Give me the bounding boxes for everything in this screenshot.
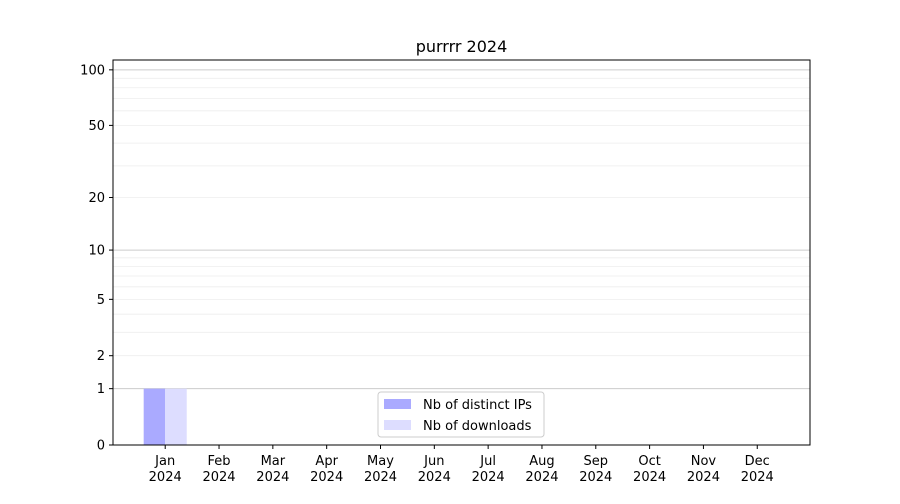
x-tick-label-line: Nov: [691, 454, 717, 469]
y-tick-label: 50: [88, 119, 105, 134]
x-tick-label-line: May: [367, 454, 394, 469]
x-tick-label: Feb 2024: [202, 454, 235, 485]
x-tick-label-line: 2024: [741, 470, 774, 485]
y-tick-label: 1: [97, 382, 105, 397]
x-tick-label: Sep 2024: [579, 454, 612, 485]
x-tick-label: May 2024: [364, 454, 397, 485]
legend-label: Nb of downloads: [423, 419, 532, 434]
y-tick-label: 20: [88, 191, 105, 206]
legend-label: Nb of distinct IPs: [423, 398, 532, 413]
x-tick-label-line: 2024: [633, 470, 666, 485]
x-tick-label-line: Feb: [208, 454, 231, 469]
x-tick-label: Oct 2024: [633, 454, 666, 485]
x-tick-label: Nov 2024: [687, 454, 720, 485]
x-tick-label-line: 2024: [579, 470, 612, 485]
x-tick-label: Mar 2024: [256, 454, 289, 485]
x-tick-label: Apr 2024: [310, 454, 343, 485]
legend-box: [377, 391, 545, 438]
x-tick-label: Jun 2024: [418, 454, 451, 485]
legend-swatch: [384, 420, 411, 430]
x-tick-label-line: 2024: [418, 470, 451, 485]
y-tick-label: 5: [97, 293, 105, 308]
legend-swatch: [384, 399, 411, 409]
x-tick-label-line: Jul: [479, 454, 496, 469]
x-tick-label-line: Mar: [261, 454, 286, 469]
x-tick-label-line: 2024: [472, 470, 505, 485]
x-tick-label-line: Aug: [529, 454, 554, 469]
x-tick-label-line: Dec: [745, 454, 770, 469]
plot-frame: [112, 59, 811, 446]
y-tick-label: 2: [97, 349, 105, 364]
x-tick-label-line: 2024: [310, 470, 343, 485]
y-tick-label: 100: [80, 63, 105, 78]
y-tick-label: 0: [97, 439, 105, 454]
bar-downloads: [165, 388, 187, 445]
x-tick-label-line: 2024: [256, 470, 289, 485]
x-tick-label: Jul 2024: [472, 454, 505, 485]
x-tick-label-line: 2024: [364, 470, 397, 485]
chart-title: purrrr 2024: [416, 37, 508, 56]
x-tick-label-line: Apr: [315, 454, 338, 469]
x-tick-label: Jan 2024: [149, 454, 182, 485]
x-tick-label-line: Jan: [154, 454, 175, 469]
x-tick-label-line: Jun: [423, 454, 444, 469]
x-tick-label-line: 2024: [149, 470, 182, 485]
legend: Nb of distinct IPs Nb of downloads: [377, 391, 545, 438]
x-tick-label-line: 2024: [202, 470, 235, 485]
x-tick-label: Aug 2024: [525, 454, 558, 485]
x-tick-label-line: 2024: [525, 470, 558, 485]
bar-distinct-ips: [143, 388, 166, 445]
x-tick-label-line: Sep: [584, 454, 609, 469]
x-tick-label: Dec 2024: [741, 454, 774, 485]
x-tick-label-line: Oct: [638, 454, 660, 469]
y-tick-label: 10: [88, 244, 105, 259]
x-tick-label-line: 2024: [687, 470, 720, 485]
